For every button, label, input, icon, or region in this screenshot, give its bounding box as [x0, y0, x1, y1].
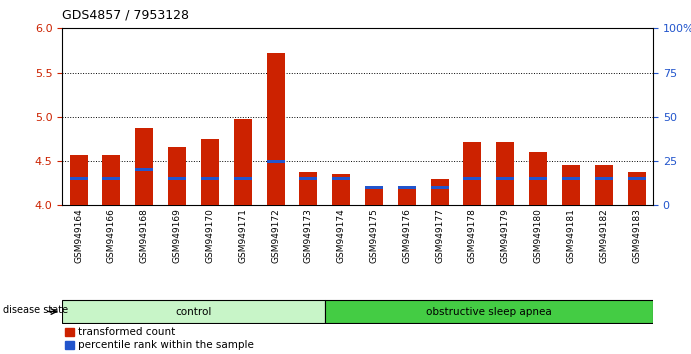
Bar	[332, 177, 350, 180]
Bar	[135, 128, 153, 205]
Bar	[332, 175, 350, 205]
Bar	[562, 177, 580, 180]
Bar	[168, 147, 186, 205]
Bar	[529, 177, 547, 180]
Bar	[595, 177, 613, 180]
Bar	[65, 341, 75, 349]
Text: disease state: disease state	[3, 305, 68, 315]
Bar	[595, 166, 613, 205]
Bar	[70, 155, 88, 205]
Bar	[267, 53, 285, 205]
Bar	[299, 177, 317, 180]
Bar	[496, 143, 514, 205]
Bar	[464, 177, 482, 180]
Bar	[102, 177, 120, 180]
Text: obstructive sleep apnea: obstructive sleep apnea	[426, 307, 551, 316]
Bar	[430, 179, 448, 205]
Bar	[496, 177, 514, 180]
Bar	[168, 177, 186, 180]
Bar	[234, 177, 252, 180]
Bar	[70, 177, 88, 180]
Bar	[398, 186, 416, 189]
Bar	[365, 186, 383, 205]
Bar	[135, 169, 153, 171]
Bar	[627, 172, 645, 205]
Bar	[627, 177, 645, 180]
Bar	[464, 142, 482, 205]
Bar	[267, 160, 285, 162]
Bar	[529, 152, 547, 205]
Bar	[201, 177, 219, 180]
Bar	[102, 155, 120, 205]
Text: control: control	[176, 307, 211, 316]
Text: percentile rank within the sample: percentile rank within the sample	[78, 340, 254, 350]
Bar	[299, 172, 317, 205]
Text: transformed count: transformed count	[78, 326, 176, 337]
Bar	[325, 300, 653, 323]
Bar	[201, 139, 219, 205]
Text: GDS4857 / 7953128: GDS4857 / 7953128	[62, 9, 189, 22]
Bar	[65, 327, 75, 336]
Bar	[430, 186, 448, 189]
Bar	[562, 166, 580, 205]
Bar	[398, 186, 416, 205]
Bar	[234, 120, 252, 205]
Bar	[365, 186, 383, 189]
Bar	[62, 300, 325, 323]
